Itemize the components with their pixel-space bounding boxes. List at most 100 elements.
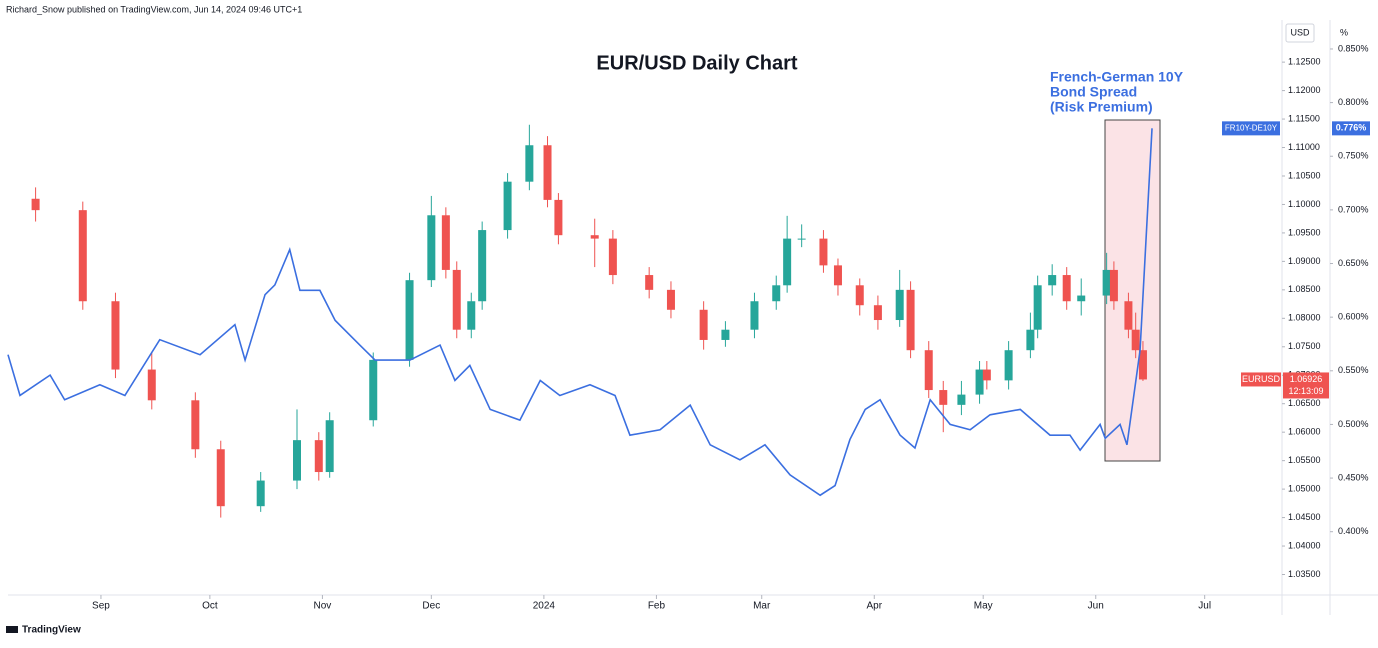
annotation: Bond Spread bbox=[1050, 84, 1137, 100]
candle-body bbox=[216, 449, 225, 507]
candle-body bbox=[369, 359, 378, 421]
candle-body bbox=[293, 440, 302, 481]
y2-tick-label: 0.550% bbox=[1338, 365, 1369, 375]
x-tick-label: Oct bbox=[202, 601, 218, 612]
logo: TradingView bbox=[22, 625, 81, 636]
candle-body bbox=[1124, 301, 1133, 330]
y-tick-label: 1.08500 bbox=[1288, 284, 1321, 294]
candle-body bbox=[503, 181, 512, 231]
y-tick-label: 1.10000 bbox=[1288, 199, 1321, 209]
x-tick-label: May bbox=[974, 601, 993, 612]
line bbox=[7, 128, 1153, 497]
candle-body bbox=[666, 289, 675, 310]
candle-body bbox=[1004, 350, 1013, 381]
y-tick-label: 1.05500 bbox=[1288, 455, 1321, 465]
candle-body bbox=[554, 199, 563, 236]
candle-body bbox=[405, 280, 414, 360]
candle-body bbox=[895, 289, 904, 321]
candle-body bbox=[467, 301, 476, 330]
candle-body bbox=[975, 369, 984, 395]
y2-tick-label: 0.400% bbox=[1338, 526, 1369, 536]
candle-body bbox=[478, 230, 487, 302]
y-tick-label: 1.09500 bbox=[1288, 227, 1321, 237]
y-tick-label: 1.12000 bbox=[1288, 85, 1321, 95]
candle-body bbox=[957, 394, 966, 405]
candle-body bbox=[645, 275, 654, 290]
y2-tick-label: 0.650% bbox=[1338, 258, 1369, 268]
logo-icon bbox=[6, 626, 18, 633]
candle-body bbox=[78, 210, 87, 302]
price-label: 1.06926 bbox=[1290, 374, 1323, 384]
x-tick-label: 2024 bbox=[533, 601, 556, 612]
candle-body bbox=[982, 369, 991, 381]
candle-body bbox=[325, 420, 334, 473]
candle-body bbox=[906, 289, 915, 351]
countdown: 12:13:09 bbox=[1288, 386, 1323, 396]
y-tick-label: 1.06000 bbox=[1288, 427, 1321, 437]
x-tick-label: Dec bbox=[422, 601, 440, 612]
candle-body bbox=[256, 480, 265, 507]
y-tick-label: 1.09000 bbox=[1288, 256, 1321, 266]
series-tag bbox=[1241, 372, 1281, 387]
candle-body bbox=[1109, 269, 1118, 302]
value-label: 0.776% bbox=[1336, 123, 1367, 133]
y2-tick-label: 0.500% bbox=[1338, 419, 1369, 429]
candle-body bbox=[855, 285, 864, 306]
candle-body bbox=[699, 309, 708, 340]
y-tick-label: 1.04000 bbox=[1288, 540, 1321, 550]
candle-body bbox=[797, 238, 806, 240]
x-tick-label: Sep bbox=[92, 601, 110, 612]
y-tick-label: 1.08000 bbox=[1288, 313, 1321, 323]
candle-body bbox=[111, 301, 120, 370]
candle-body bbox=[772, 285, 781, 302]
y2-tick-label: 0.800% bbox=[1338, 97, 1369, 107]
y-tick-label: 1.06500 bbox=[1288, 398, 1321, 408]
candle-body bbox=[1131, 329, 1140, 351]
candle-body bbox=[314, 440, 323, 473]
candle-body bbox=[427, 215, 436, 281]
y2-tick-label: 0.700% bbox=[1338, 204, 1369, 214]
candle-body bbox=[833, 265, 842, 286]
x-tick-label: Jun bbox=[1088, 601, 1104, 612]
x-tick-label: Mar bbox=[753, 601, 771, 612]
candle-body bbox=[590, 235, 599, 239]
y-tick-label: 1.05000 bbox=[1288, 483, 1321, 493]
candle-body bbox=[1138, 350, 1147, 380]
candle-body bbox=[819, 238, 828, 266]
x-tick-label: Jul bbox=[1198, 601, 1211, 612]
byline: Richard_Snow published on TradingView.co… bbox=[6, 4, 302, 14]
candle-body bbox=[1077, 295, 1086, 302]
y-tick-label: 1.07500 bbox=[1288, 341, 1321, 351]
candle-body bbox=[783, 238, 792, 286]
x-tick-label: Feb bbox=[648, 601, 666, 612]
candle-body bbox=[750, 301, 759, 330]
candle-body bbox=[452, 269, 461, 330]
candle-body bbox=[873, 305, 882, 321]
candle-body bbox=[1048, 275, 1057, 286]
unit-box bbox=[1285, 23, 1315, 43]
candle-body bbox=[1026, 329, 1035, 351]
y2-tick-label: 0.600% bbox=[1338, 312, 1369, 322]
price-tag bbox=[1283, 372, 1329, 399]
candle-body bbox=[543, 145, 552, 200]
series-tag bbox=[1222, 121, 1280, 136]
y-unit: USD bbox=[1290, 27, 1310, 37]
candle-body bbox=[525, 145, 534, 182]
candle-body bbox=[721, 329, 730, 340]
candle-body bbox=[31, 198, 40, 211]
value-tag bbox=[1332, 121, 1370, 136]
y2-tick-label: 0.750% bbox=[1338, 151, 1369, 161]
candle-body bbox=[147, 369, 156, 401]
annotation: (Risk Premium) bbox=[1050, 99, 1153, 115]
candle-body bbox=[924, 350, 933, 391]
y-tick-label: 1.03500 bbox=[1288, 569, 1321, 579]
candle-body bbox=[1033, 285, 1042, 330]
x-tick-label: Nov bbox=[314, 601, 332, 612]
candle-body bbox=[191, 400, 200, 450]
x-tick-label: Apr bbox=[866, 601, 882, 612]
y-tick-label: 1.12500 bbox=[1288, 57, 1321, 67]
y-tick-label: 1.11500 bbox=[1288, 113, 1320, 123]
y2-tick-label: 0.850% bbox=[1338, 43, 1369, 53]
